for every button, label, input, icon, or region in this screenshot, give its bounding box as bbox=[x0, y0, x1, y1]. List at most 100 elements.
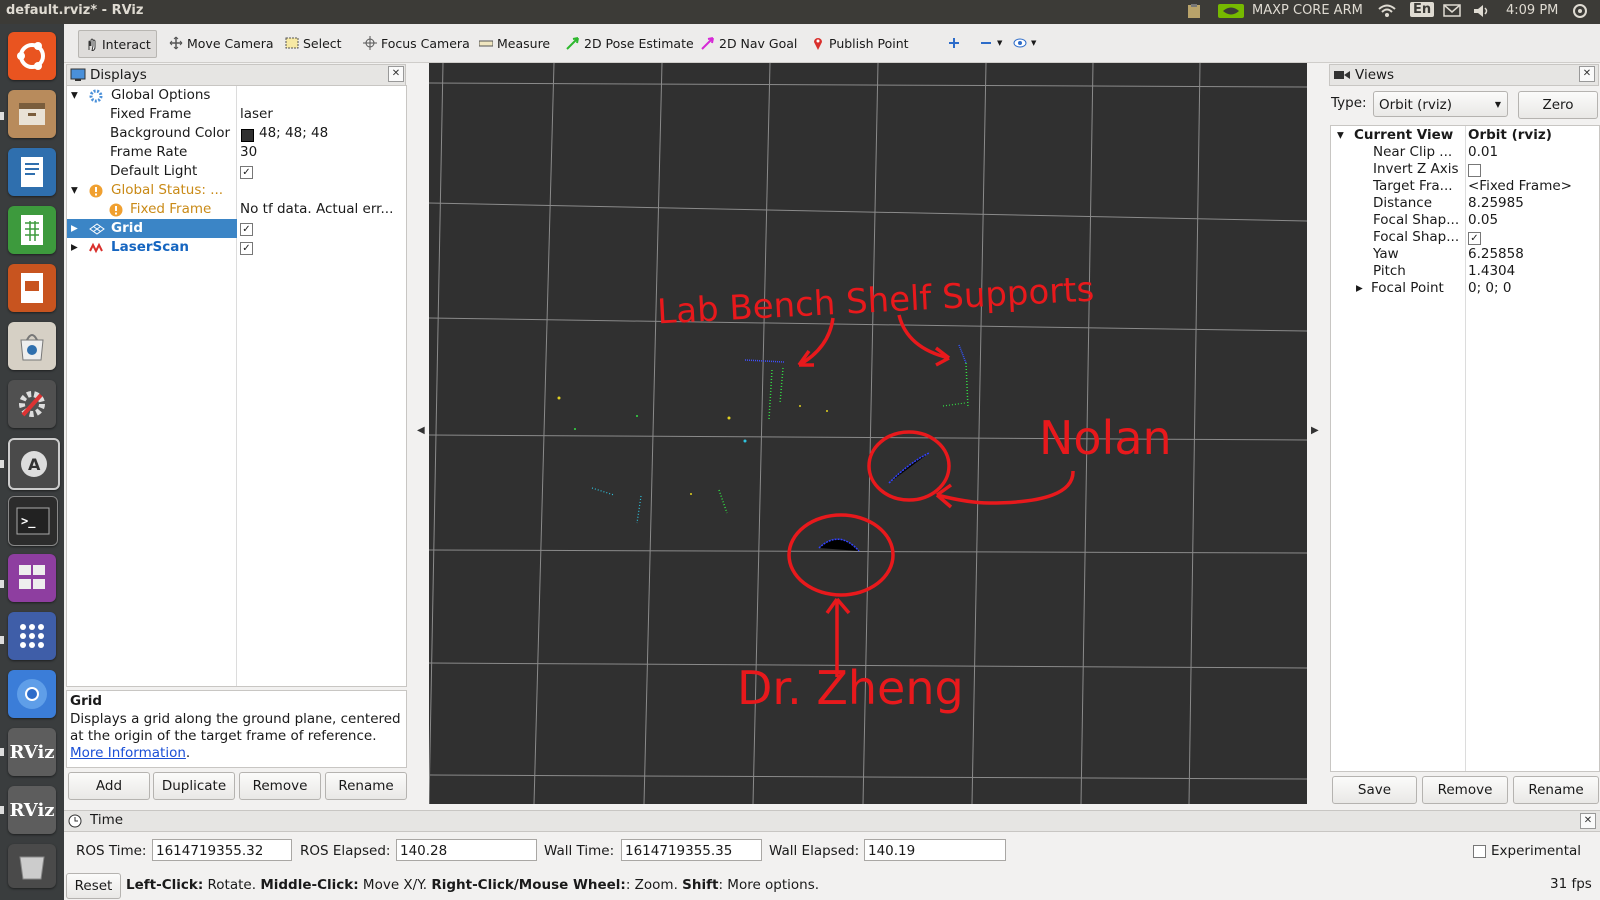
duplicate-display-button[interactable]: Duplicate bbox=[153, 772, 235, 800]
remove-display-button[interactable]: Remove bbox=[239, 772, 321, 800]
view-prop-value[interactable]: <Fixed Frame> bbox=[1468, 178, 1572, 194]
laserscan-display-label[interactable]: LaserScan bbox=[111, 239, 190, 255]
3d-viewport[interactable]: Lab Bench Shelf Supports Nolan Dr. Zheng bbox=[428, 62, 1308, 805]
wall-elapsed-field[interactable]: 140.19 bbox=[864, 839, 1006, 861]
workspace-switcher-icon[interactable] bbox=[8, 554, 56, 602]
more-information-link[interactable]: More Information bbox=[70, 745, 186, 761]
default-light-checkbox[interactable]: ✓ bbox=[240, 166, 253, 179]
frame-rate-value[interactable]: 30 bbox=[240, 144, 258, 160]
grid-icon bbox=[89, 223, 105, 235]
measure-tool-button[interactable]: Measure bbox=[474, 30, 555, 56]
grid-row-selected[interactable] bbox=[67, 219, 237, 238]
chevron-right-icon[interactable]: ▸ bbox=[71, 220, 78, 236]
volume-icon[interactable] bbox=[1472, 3, 1492, 23]
view-prop-value[interactable]: 0; 0; 0 bbox=[1468, 280, 1512, 296]
save-view-button[interactable]: Save bbox=[1332, 776, 1417, 804]
wall-time-field[interactable]: 1614719355.35 bbox=[621, 839, 762, 861]
remove-view-button[interactable]: Remove bbox=[1422, 776, 1508, 804]
rviz-toolbar: Interact Move Camera Select Focus Camera… bbox=[64, 24, 1600, 63]
collapse-left-arrow[interactable]: ◀ bbox=[417, 425, 425, 436]
impress-icon[interactable] bbox=[8, 264, 56, 312]
files-icon[interactable] bbox=[8, 90, 56, 138]
ros-elapsed-label: ROS Elapsed: bbox=[300, 843, 391, 859]
view-prop-value[interactable]: 8.25985 bbox=[1468, 195, 1524, 211]
nolan-circle bbox=[867, 430, 951, 502]
rename-display-button[interactable]: Rename bbox=[325, 772, 407, 800]
pose-estimate-tool-button[interactable]: 2D Pose Estimate bbox=[561, 30, 699, 56]
apps-grid-icon[interactable] bbox=[8, 612, 56, 660]
views-tree: ▾ Current View Orbit (rviz) Near Clip ..… bbox=[1330, 125, 1600, 772]
add-tool-button[interactable] bbox=[942, 30, 966, 56]
view-type-value: Orbit (rviz) bbox=[1379, 97, 1452, 113]
collapse-right-arrow[interactable]: ▶ bbox=[1311, 425, 1319, 436]
laserscan-enabled-checkbox[interactable]: ✓ bbox=[240, 242, 253, 255]
software-center-icon[interactable] bbox=[8, 322, 56, 370]
close-icon[interactable]: ✕ bbox=[1580, 813, 1596, 829]
background-color-value[interactable]: 48; 48; 48 bbox=[259, 125, 329, 141]
interact-tool-button[interactable]: Interact bbox=[78, 30, 157, 58]
writer-icon[interactable] bbox=[8, 148, 56, 196]
displays-panel: Displays ✕ bbox=[66, 64, 406, 86]
description-body: Displays a grid along the ground plane, … bbox=[70, 711, 402, 762]
settings-icon[interactable] bbox=[8, 380, 56, 428]
nav-goal-tool-button[interactable]: 2D Nav Goal bbox=[696, 30, 802, 56]
rename-view-button[interactable]: Rename bbox=[1513, 776, 1599, 804]
ros-elapsed-field[interactable]: 140.28 bbox=[396, 839, 537, 861]
view-type-select[interactable]: Orbit (rviz) ▼ bbox=[1373, 91, 1508, 117]
experimental-checkbox[interactable] bbox=[1473, 845, 1486, 858]
annotation-nolan: Nolan bbox=[1039, 411, 1172, 465]
color-swatch[interactable] bbox=[241, 129, 254, 142]
chevron-down-icon[interactable]: ▾ bbox=[71, 87, 78, 103]
clock[interactable]: 4:09 PM bbox=[1506, 3, 1559, 18]
shift-desc: : More options. bbox=[718, 877, 820, 893]
calc-icon[interactable] bbox=[8, 206, 56, 254]
global-options-label[interactable]: Global Options bbox=[111, 87, 211, 103]
remove-tool-button[interactable]: ▼ bbox=[974, 30, 1007, 56]
add-display-button[interactable]: Add bbox=[68, 772, 150, 800]
nvidia-icon[interactable] bbox=[1218, 3, 1244, 23]
rviz-icon[interactable]: RViz bbox=[8, 786, 56, 834]
current-view-label[interactable]: Current View bbox=[1354, 127, 1454, 143]
chromium-icon[interactable] bbox=[8, 670, 56, 718]
ros-time-field[interactable]: 1614719355.32 bbox=[152, 839, 292, 861]
chevron-right-icon[interactable]: ▸ bbox=[71, 239, 78, 255]
power-gear-icon[interactable] bbox=[1572, 3, 1588, 23]
keyboard-layout-indicator[interactable]: En bbox=[1410, 2, 1435, 17]
viewport-canvas[interactable] bbox=[428, 62, 1308, 805]
close-icon[interactable]: ✕ bbox=[1579, 66, 1595, 82]
view-prop-value[interactable]: 6.25858 bbox=[1468, 246, 1524, 262]
mail-icon[interactable] bbox=[1443, 3, 1461, 21]
gear-icon bbox=[89, 89, 103, 103]
chevron-right-icon[interactable]: ▸ bbox=[1356, 280, 1363, 296]
publish-point-tool-button[interactable]: Publish Point bbox=[806, 30, 914, 56]
focus-camera-tool-button[interactable]: Focus Camera bbox=[358, 30, 475, 56]
rviz-icon[interactable]: RViz bbox=[8, 728, 56, 776]
move-camera-tool-button[interactable]: Move Camera bbox=[164, 30, 279, 56]
fixed-frame-value[interactable]: laser bbox=[240, 106, 273, 122]
chevron-down-icon[interactable]: ▾ bbox=[71, 182, 78, 198]
view-prop-value[interactable]: 1.4304 bbox=[1468, 263, 1516, 279]
clipboard-icon[interactable] bbox=[1186, 3, 1202, 23]
view-prop-value[interactable]: 0.01 bbox=[1468, 144, 1499, 160]
running-indicator bbox=[0, 112, 4, 120]
trash-icon[interactable] bbox=[8, 844, 56, 888]
close-icon[interactable]: ✕ bbox=[388, 66, 404, 82]
view-prop-checkbox[interactable] bbox=[1468, 164, 1481, 177]
laser-scan-points bbox=[557, 344, 969, 552]
terminal-icon[interactable]: >_ bbox=[8, 496, 58, 546]
ubuntu-icon[interactable] bbox=[8, 32, 56, 80]
view-prop-checkbox[interactable]: ✓ bbox=[1468, 232, 1481, 245]
select-tool-button[interactable]: Select bbox=[280, 30, 347, 56]
grid-display-label[interactable]: Grid bbox=[111, 220, 144, 236]
crosshair-icon bbox=[363, 36, 377, 50]
grid-enabled-checkbox[interactable]: ✓ bbox=[240, 223, 253, 236]
nvidia-mode-label[interactable]: MAXP CORE ARM bbox=[1252, 3, 1363, 18]
tool-properties-button[interactable]: ▼ bbox=[1008, 30, 1041, 56]
wifi-icon[interactable] bbox=[1378, 3, 1396, 23]
zero-view-button[interactable]: Zero bbox=[1518, 91, 1598, 119]
global-status-label[interactable]: Global Status: ... bbox=[111, 182, 224, 198]
view-prop-value[interactable]: 0.05 bbox=[1468, 212, 1499, 228]
chevron-down-icon[interactable]: ▾ bbox=[1337, 127, 1344, 143]
software-updater-icon[interactable]: A bbox=[8, 438, 60, 490]
reset-button[interactable]: Reset bbox=[66, 873, 121, 899]
